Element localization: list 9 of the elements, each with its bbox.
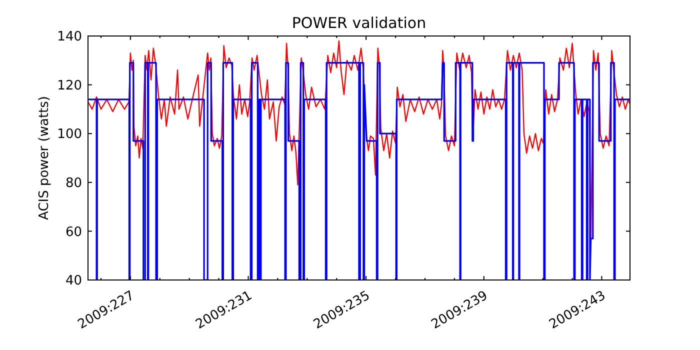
y-axis-title: ACIS power (watts)	[37, 96, 52, 220]
y-tick-label: 100	[57, 127, 82, 142]
y-tick-label: 140	[57, 30, 82, 45]
y-tick-label: 80	[65, 176, 82, 191]
y-tick-label: 60	[65, 224, 82, 240]
y-tick-label: 40	[65, 274, 82, 289]
line-series	[88, 62, 630, 280]
y-tick-label: 120	[57, 78, 82, 94]
chart-title: POWER validation	[292, 14, 426, 32]
